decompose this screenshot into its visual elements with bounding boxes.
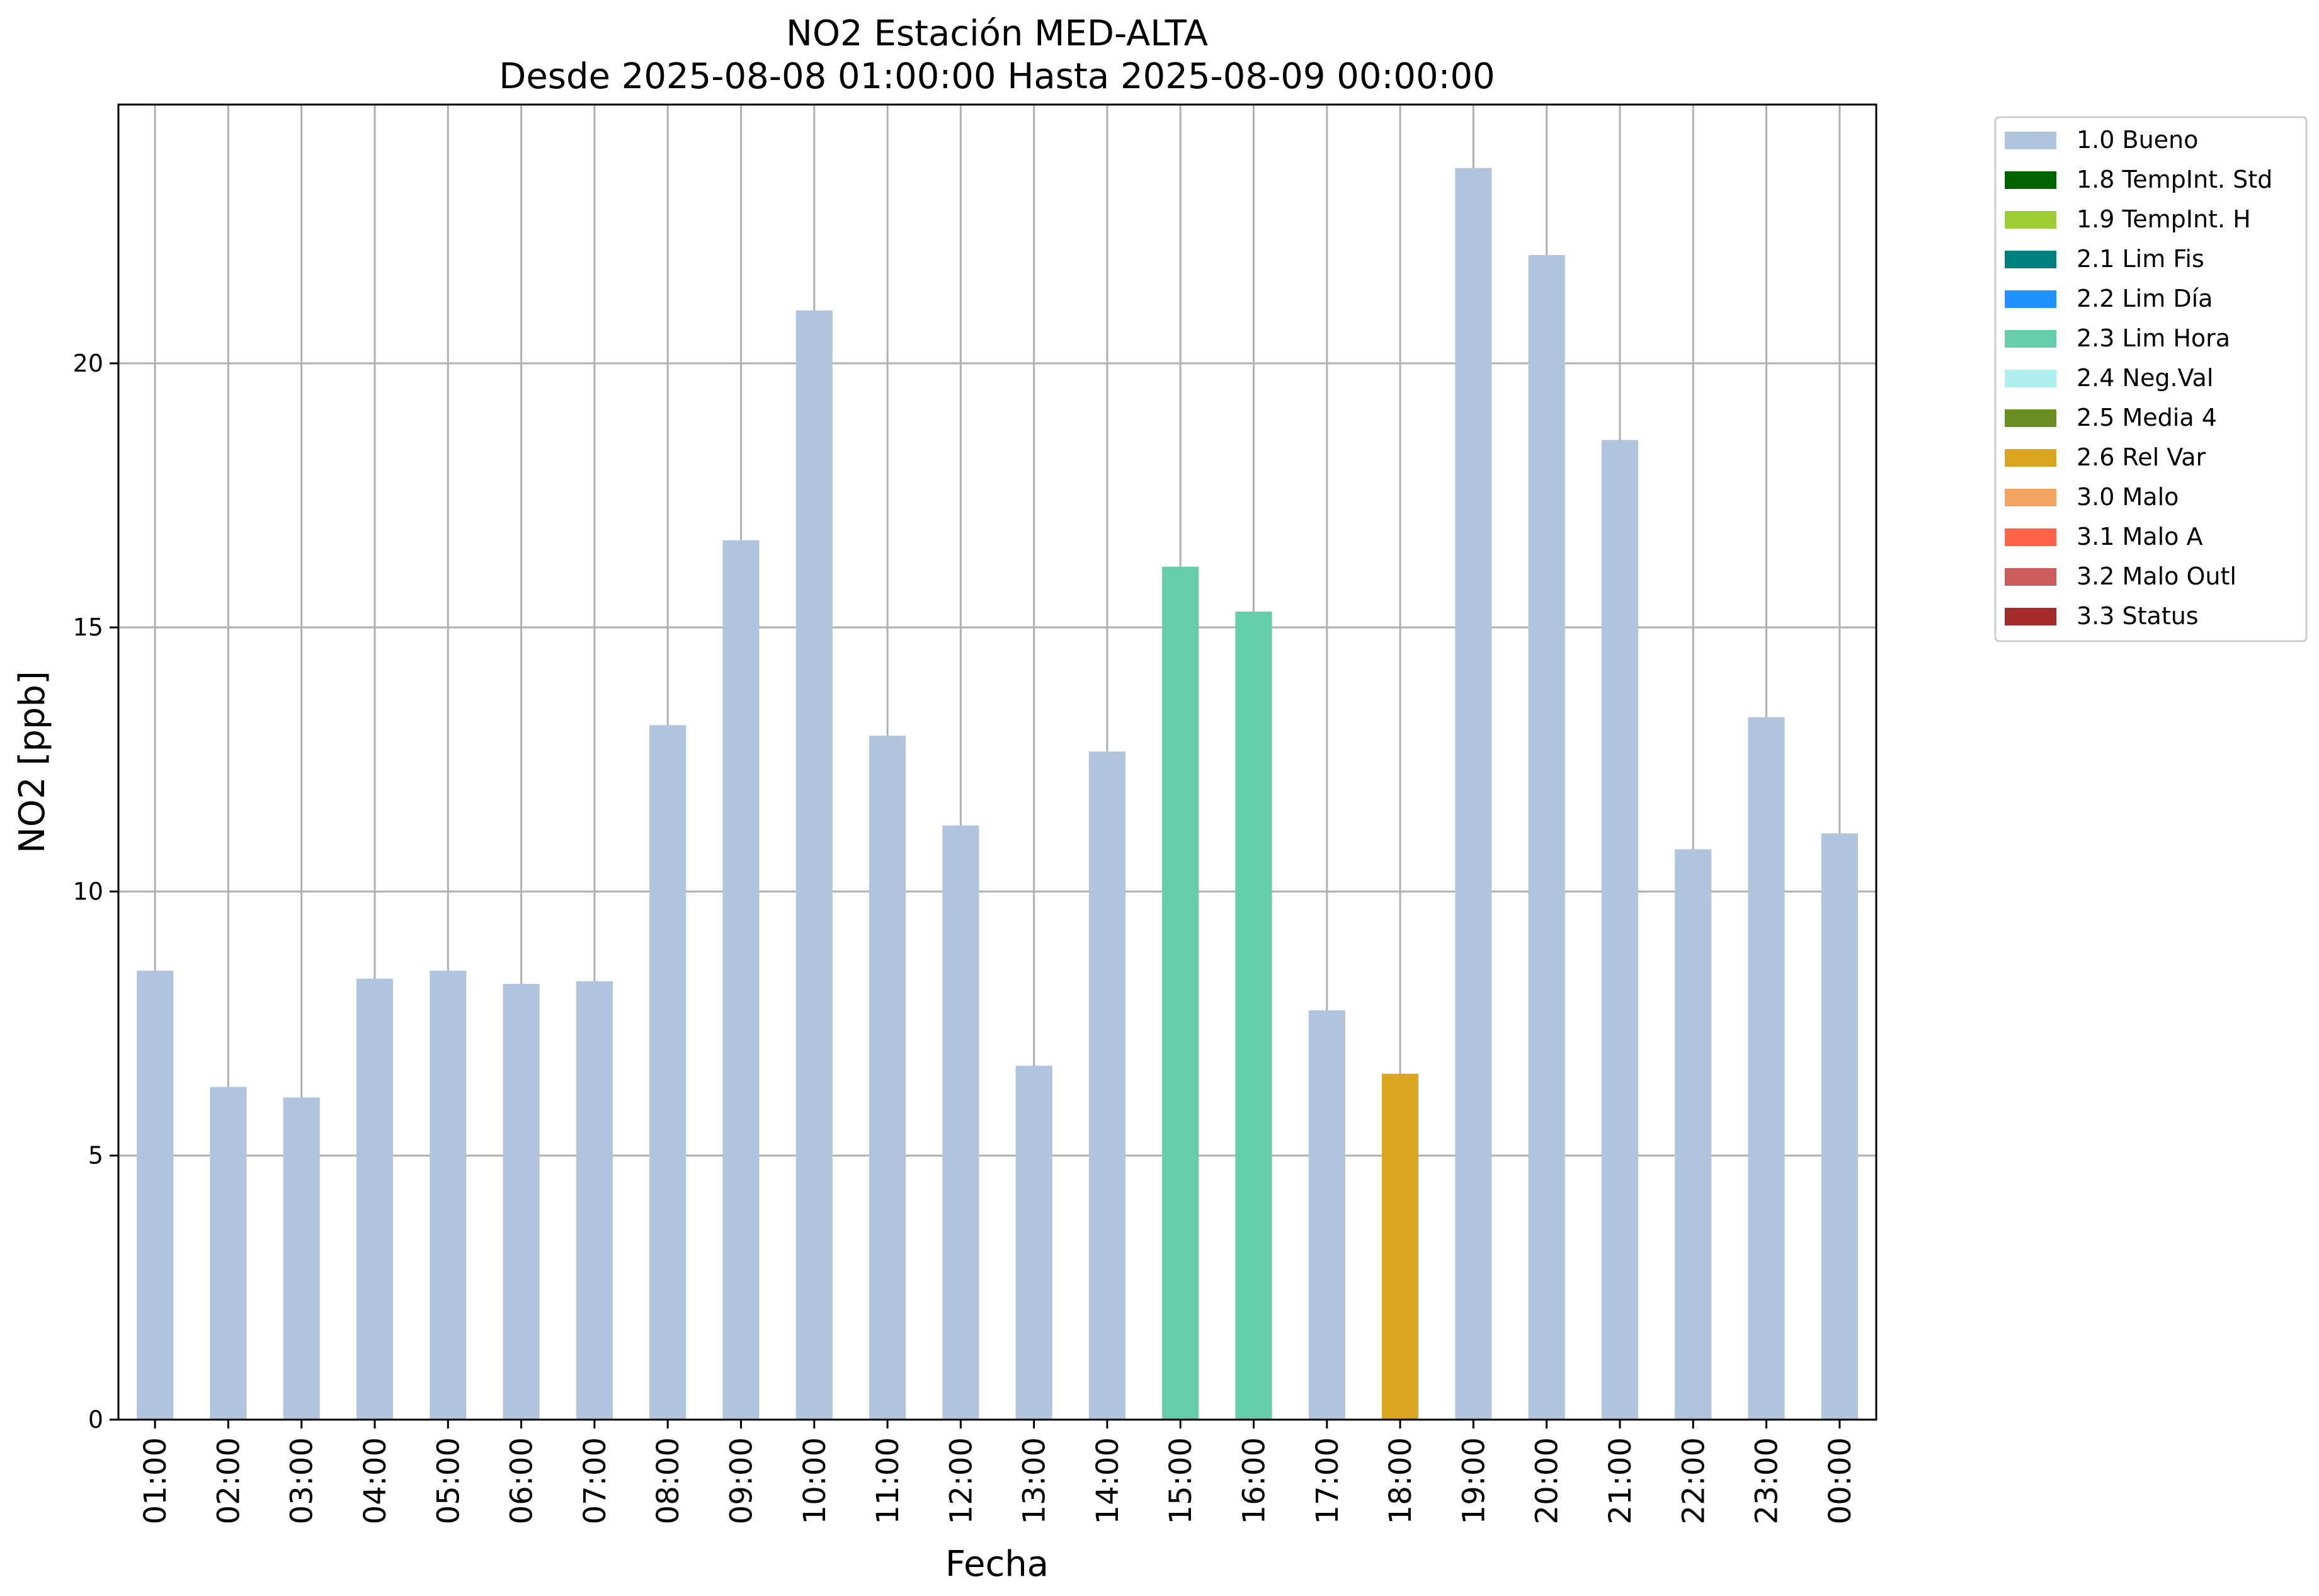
legend-swatch (2005, 251, 2056, 268)
bar (1675, 849, 1712, 1420)
bar (795, 311, 833, 1420)
plot-frame (117, 103, 1877, 1421)
legend-swatch (2005, 489, 2056, 506)
legend-label: 2.3 Lim Hora (2077, 324, 2230, 352)
x-tick-label: 09:00 (724, 1437, 759, 1524)
bars (137, 168, 1858, 1420)
legend-label: 2.4 Neg.Val (2077, 364, 2213, 392)
bar (1308, 1010, 1345, 1420)
bar (503, 984, 540, 1420)
x-tick-label: 03:00 (285, 1437, 320, 1524)
y-tick-label: 0 (88, 1406, 103, 1434)
bar (1382, 1073, 1419, 1420)
x-tick-label: 22:00 (1676, 1437, 1711, 1524)
x-tick-label: 00:00 (1823, 1437, 1858, 1524)
x-tick-label: 10:00 (797, 1437, 833, 1524)
bar (356, 978, 394, 1420)
y-tick-label: 10 (73, 877, 103, 905)
legend-label: 3.0 Malo (2077, 483, 2179, 511)
legend-label: 3.3 Status (2077, 602, 2199, 630)
legend-label: 1.8 TempInt. Std (2077, 166, 2272, 193)
x-tick-label: 02:00 (211, 1437, 246, 1524)
bar (210, 1086, 247, 1420)
bar (1015, 1066, 1052, 1420)
x-tick-label: 17:00 (1310, 1437, 1345, 1524)
x-tick-label: 08:00 (651, 1437, 686, 1524)
y-axis-label: NO2 [ppb] (12, 671, 53, 853)
bar (1162, 566, 1199, 1420)
bar (722, 540, 760, 1420)
legend-swatch (2005, 409, 2056, 427)
x-tick-label: 18:00 (1383, 1437, 1418, 1524)
legend-swatch (2005, 171, 2056, 189)
bar (1748, 717, 1785, 1420)
x-tick-label: 15:00 (1163, 1437, 1199, 1524)
plot-area (118, 105, 1876, 1420)
legend-label: 2.2 Lim Día (2077, 285, 2213, 312)
chart-title: NO2 Estación MED-ALTA (786, 13, 1208, 54)
bar (942, 825, 979, 1420)
legend-frame (1994, 116, 2308, 642)
x-tick-label: 19:00 (1456, 1437, 1491, 1524)
x-axis-label: Fecha (945, 1544, 1049, 1585)
legend-label: 1.0 Bueno (2077, 126, 2198, 154)
bar (1601, 440, 1639, 1420)
x-axis: 01:00 02:00 03:00 04:00 05:00 06:00 07:00 08:00… (138, 1420, 1858, 1524)
legend-label: 3.2 Malo Outl (2077, 562, 2236, 590)
x-tick-label: 12:00 (943, 1437, 979, 1524)
bar (869, 736, 906, 1420)
x-tick-label: 01:00 (138, 1437, 173, 1524)
bar (1528, 254, 1565, 1420)
bar (1455, 168, 1492, 1420)
bar (1088, 751, 1126, 1420)
x-tick-label: 23:00 (1750, 1437, 1785, 1524)
legend-label: 2.6 Rel Var (2077, 443, 2206, 471)
legend-swatch (2005, 568, 2056, 586)
bar (576, 981, 613, 1420)
x-tick-label: 14:00 (1090, 1437, 1125, 1524)
y-tick-label: 15 (73, 613, 103, 641)
legend-label: 1.9 TempInt. H (2077, 205, 2251, 233)
legend-label: 2.1 Lim Fis (2077, 245, 2204, 273)
bar (1235, 612, 1272, 1420)
legend: 1.0 Bueno 1.8 TempInt. Std 1.9 TempInt. H 2… (1994, 116, 2308, 642)
y-axis: 0 5 10 15 20 (73, 350, 118, 1434)
bar (649, 725, 687, 1420)
bar (283, 1097, 320, 1420)
x-tick-label: 05:00 (431, 1437, 466, 1524)
x-tick-label: 21:00 (1603, 1437, 1638, 1524)
bar (430, 971, 467, 1420)
legend-swatch (2005, 528, 2056, 546)
bar (1821, 833, 1858, 1420)
legend-swatch (2005, 449, 2056, 467)
x-tick-label: 20:00 (1530, 1437, 1565, 1524)
legend-swatch (2005, 608, 2056, 625)
x-tick-label: 13:00 (1017, 1437, 1052, 1524)
legend-swatch (2005, 211, 2056, 229)
legend-swatch (2005, 330, 2056, 348)
y-tick-label: 20 (73, 350, 103, 377)
chart-subtitle: Desde 2025-08-08 01:00:00 Hasta 2025-08-… (499, 56, 1495, 97)
x-tick-label: 16:00 (1237, 1437, 1272, 1524)
x-tick-label: 11:00 (870, 1437, 906, 1524)
y-tick-label: 5 (88, 1142, 103, 1170)
x-tick-label: 04:00 (358, 1437, 393, 1524)
bar (137, 971, 174, 1420)
legend-swatch (2005, 290, 2056, 308)
x-tick-label: 07:00 (578, 1437, 613, 1524)
legend-swatch (2005, 370, 2056, 387)
legend-swatch (2005, 132, 2056, 149)
x-tick-label: 06:00 (504, 1437, 540, 1524)
legend-label: 2.5 Media 4 (2077, 404, 2217, 431)
legend-label: 3.1 Malo A (2077, 523, 2202, 550)
